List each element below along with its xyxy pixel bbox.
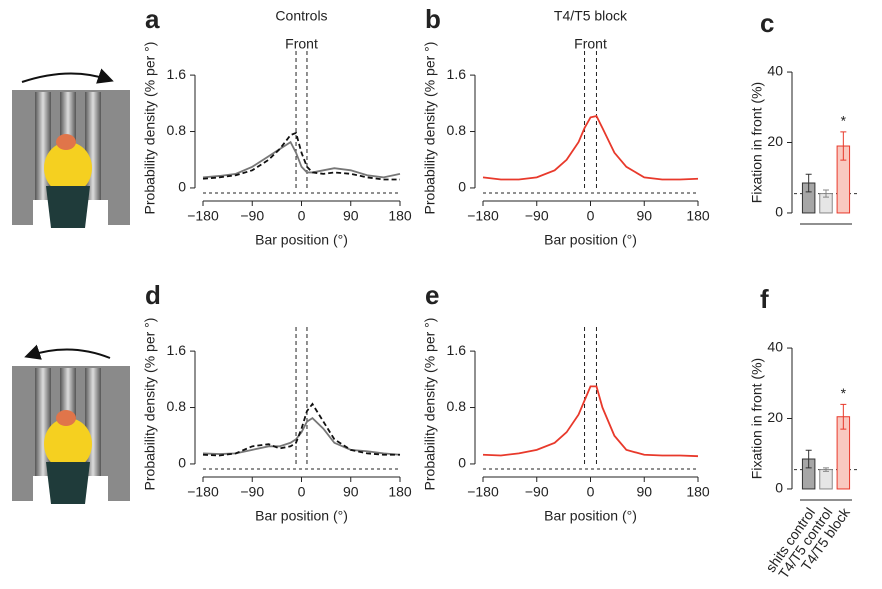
panel-label: d <box>145 280 161 310</box>
fly <box>56 134 76 150</box>
y-axis-label: Probability density (% per °) <box>422 42 438 215</box>
x-tick-label: 180 <box>388 208 412 224</box>
x-tick-label: 90 <box>636 484 652 500</box>
panel-title: T4/T5 block <box>554 8 628 24</box>
significance-marker: * <box>841 385 847 401</box>
x-tick-label: 0 <box>587 208 595 224</box>
bar <box>819 469 833 490</box>
y-tick-label: 0 <box>178 455 186 471</box>
x-tick-label: −180 <box>187 208 219 224</box>
y-tick-label: 1.6 <box>447 66 467 82</box>
x-tick-label: 180 <box>388 484 412 500</box>
error-bar <box>823 467 829 472</box>
ball <box>44 142 92 194</box>
y-tick-label: 20 <box>767 409 783 425</box>
error-bar <box>805 449 812 469</box>
x-tick-label: −90 <box>525 208 549 224</box>
y-tick-label: 1.6 <box>447 342 467 358</box>
x-tick-label: 90 <box>343 208 359 224</box>
y-axis-label: Probability density (% per °) <box>142 318 158 491</box>
series-line <box>202 416 401 456</box>
y-tick-label: 40 <box>767 63 783 79</box>
holder <box>46 462 90 504</box>
x-tick-label: 180 <box>686 484 710 500</box>
y-tick-label: 1.6 <box>167 66 187 82</box>
y-axis-label: Probability density (% per °) <box>142 42 158 215</box>
rotation-arrow <box>21 68 114 84</box>
series-line <box>202 140 401 179</box>
x-tick-label: −180 <box>467 208 499 224</box>
x-axis-label: Bar position (°) <box>255 232 348 248</box>
holder <box>46 186 90 228</box>
x-axis-label: Bar position (°) <box>544 508 637 524</box>
series-line <box>482 114 699 181</box>
y-tick-label: 40 <box>767 339 783 355</box>
y-tick-label: 0 <box>178 179 186 195</box>
y-tick-label: 0.8 <box>447 122 467 138</box>
panel-title: Controls <box>275 8 327 24</box>
x-axis-label: Bar position (°) <box>544 232 637 248</box>
ball <box>44 418 92 470</box>
significance-marker: * <box>841 113 847 129</box>
series-line <box>202 131 400 181</box>
y-tick-label: 0 <box>458 179 466 195</box>
x-tick-label: 0 <box>587 484 595 500</box>
y-tick-label: 0 <box>775 480 783 496</box>
rotation-arrow <box>24 344 111 360</box>
panel-label: e <box>425 280 439 310</box>
panel-label: c <box>760 8 774 38</box>
front-label: Front <box>285 36 318 52</box>
error-bar <box>805 173 812 193</box>
panel-label: b <box>425 4 441 34</box>
series-line <box>482 385 699 458</box>
x-tick-label: −180 <box>187 484 219 500</box>
setup-illustration-bottom <box>12 344 130 504</box>
x-tick-label: 180 <box>686 208 710 224</box>
error-bar <box>823 189 829 198</box>
x-tick-label: −90 <box>525 484 549 500</box>
y-tick-label: 1.6 <box>167 342 187 358</box>
panel-label: f <box>760 284 769 314</box>
panel-label: a <box>145 4 160 34</box>
y-tick-label: 0 <box>458 455 466 471</box>
y-tick-label: 0 <box>775 204 783 220</box>
error-bar <box>840 131 847 161</box>
x-tick-label: −180 <box>467 484 499 500</box>
series-line <box>202 402 400 457</box>
y-tick-label: 0.8 <box>167 398 187 414</box>
y-axis-label: Fixation in front (%) <box>749 358 765 479</box>
x-tick-label: −90 <box>240 484 264 500</box>
fly <box>56 410 76 426</box>
y-tick-label: 0.8 <box>167 122 187 138</box>
error-bar <box>840 403 847 430</box>
x-tick-label: −90 <box>240 208 264 224</box>
setup-illustration-top <box>12 68 130 228</box>
x-tick-label: 90 <box>636 208 652 224</box>
x-axis-label: Bar position (°) <box>255 508 348 524</box>
y-tick-label: 0.8 <box>447 398 467 414</box>
front-label: Front <box>574 36 607 52</box>
y-axis-label: Fixation in front (%) <box>749 82 765 203</box>
x-tick-label: 0 <box>298 208 306 224</box>
x-tick-label: 0 <box>298 484 306 500</box>
y-tick-label: 20 <box>767 133 783 149</box>
y-axis-label: Probability density (% per °) <box>422 318 438 491</box>
x-tick-label: 90 <box>343 484 359 500</box>
